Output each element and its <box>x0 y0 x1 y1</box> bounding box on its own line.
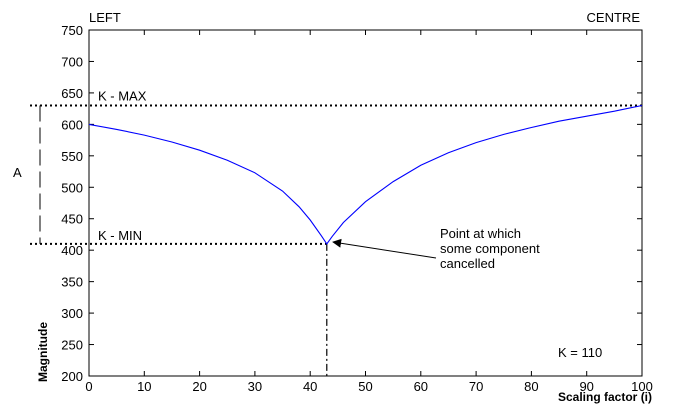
y-axis-title: Magnitude <box>36 322 50 382</box>
x-tick-label: 40 <box>303 379 317 394</box>
series-line <box>88 104 643 245</box>
plot-area <box>88 29 643 377</box>
x-tick-label: 100 <box>631 379 653 394</box>
point-note-line-1: Point at which <box>440 226 521 241</box>
y-tick-label: 250 <box>61 338 83 353</box>
x-tick-label: 0 <box>85 379 92 394</box>
x-axis-title: Scaling factor (i) <box>558 390 652 404</box>
x-tick-label: 10 <box>137 379 151 394</box>
y-tick-label: 350 <box>61 275 83 290</box>
y-tick-label: 650 <box>61 86 83 101</box>
centre-label: CENTRE <box>587 10 641 25</box>
x-tick-label: 60 <box>414 379 428 394</box>
k-max-label: K - MAX <box>98 88 147 103</box>
range-label: A <box>13 165 22 180</box>
x-tick-label: 70 <box>469 379 483 394</box>
series-layer <box>88 104 643 245</box>
x-tick-label: 90 <box>579 379 593 394</box>
y-axis: 200 250 300 350 400 450 500 550 600 650 700 750 <box>61 23 642 384</box>
y-tick-label: 550 <box>61 149 83 164</box>
y-tick-label: 600 <box>61 117 83 132</box>
reference-lines <box>30 104 642 376</box>
y-tick-label: 500 <box>61 180 83 195</box>
y-tick-label: 300 <box>61 306 83 321</box>
k-value-label: K = 110 <box>558 345 602 360</box>
point-note-arrow <box>332 238 437 259</box>
y-tick-label: 200 <box>61 369 83 384</box>
x-axis: 0 10 20 30 40 50 60 70 80 90 100 <box>85 30 653 394</box>
point-note-line-2: some component <box>440 241 540 256</box>
y-tick-label: 450 <box>61 212 83 227</box>
x-tick-label: 20 <box>192 379 206 394</box>
x-tick-label: 50 <box>358 379 372 394</box>
point-note-line-3: cancelled <box>440 256 495 271</box>
x-tick-label: 80 <box>524 379 538 394</box>
x-tick-label: 30 <box>248 379 262 394</box>
k-min-label: K - MIN <box>98 228 142 243</box>
y-tick-label: 700 <box>61 54 83 69</box>
y-tick-label: 750 <box>61 23 83 38</box>
y-tick-label: 400 <box>61 243 83 258</box>
left-label: LEFT <box>89 10 121 25</box>
